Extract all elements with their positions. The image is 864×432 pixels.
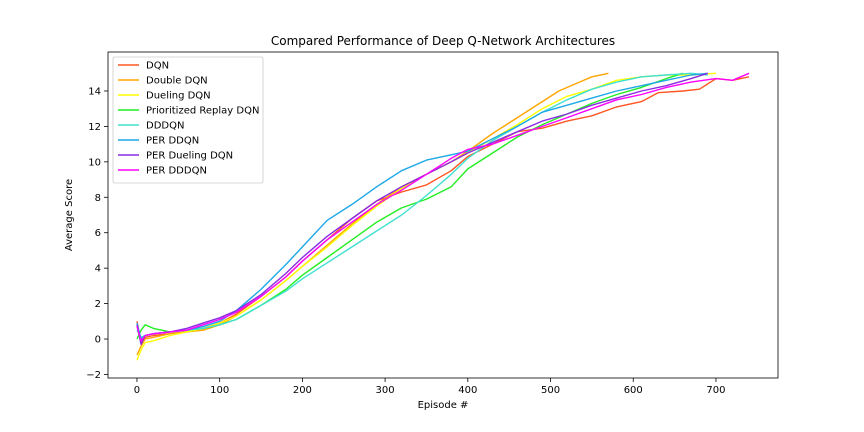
chart-title: Compared Performance of Deep Q-Network A… <box>271 34 615 48</box>
x-tick-label: 600 <box>624 385 643 396</box>
legend-box <box>112 56 264 184</box>
y-tick-label: 10 <box>88 157 101 168</box>
legend-entry: Dueling DQN <box>146 91 211 102</box>
plot-frame <box>107 51 779 379</box>
series-layer <box>136 72 750 361</box>
x-axis-ticks: 0 100 200 300 400 500 600 700 <box>134 378 726 396</box>
x-axis-label: Episode # <box>418 400 469 411</box>
legend: DQN Double DQN Dueling DQN Prioritized Repl… <box>112 56 264 184</box>
legend-entry: DDDQN <box>146 121 184 132</box>
y-tick-label: 12 <box>88 122 101 133</box>
legend-entry: Double DQN <box>146 76 208 87</box>
y-axis-ticks: −2 0 2 4 6 8 10 12 14 <box>86 86 108 381</box>
legend-entry: PER Dueling DQN <box>146 151 233 162</box>
x-tick-label: 100 <box>210 385 229 396</box>
series-line-7 <box>136 72 708 345</box>
y-tick-label: 8 <box>95 193 101 204</box>
y-tick-label: 0 <box>95 335 101 346</box>
series-line-8 <box>136 72 750 342</box>
legend-entry: DQN <box>146 61 169 72</box>
x-tick-label: 0 <box>134 385 140 396</box>
x-tick-label: 700 <box>706 385 725 396</box>
y-tick-label: 6 <box>95 228 101 239</box>
legend-entry: Prioritized Replay DQN <box>146 106 259 117</box>
y-tick-label: 4 <box>95 264 101 275</box>
y-tick-label: 14 <box>88 86 101 97</box>
x-tick-label: 300 <box>376 385 395 396</box>
y-tick-label: 2 <box>95 299 101 310</box>
series-line-2 <box>136 72 609 356</box>
x-tick-label: 400 <box>458 385 477 396</box>
x-tick-label: 500 <box>541 385 560 396</box>
x-tick-label: 200 <box>293 385 312 396</box>
y-tick-label: −2 <box>86 370 101 381</box>
legend-entry: PER DDQN <box>146 136 199 147</box>
legend-entry: PER DDDQN <box>146 166 207 177</box>
y-axis-label: Average Score <box>64 179 75 251</box>
